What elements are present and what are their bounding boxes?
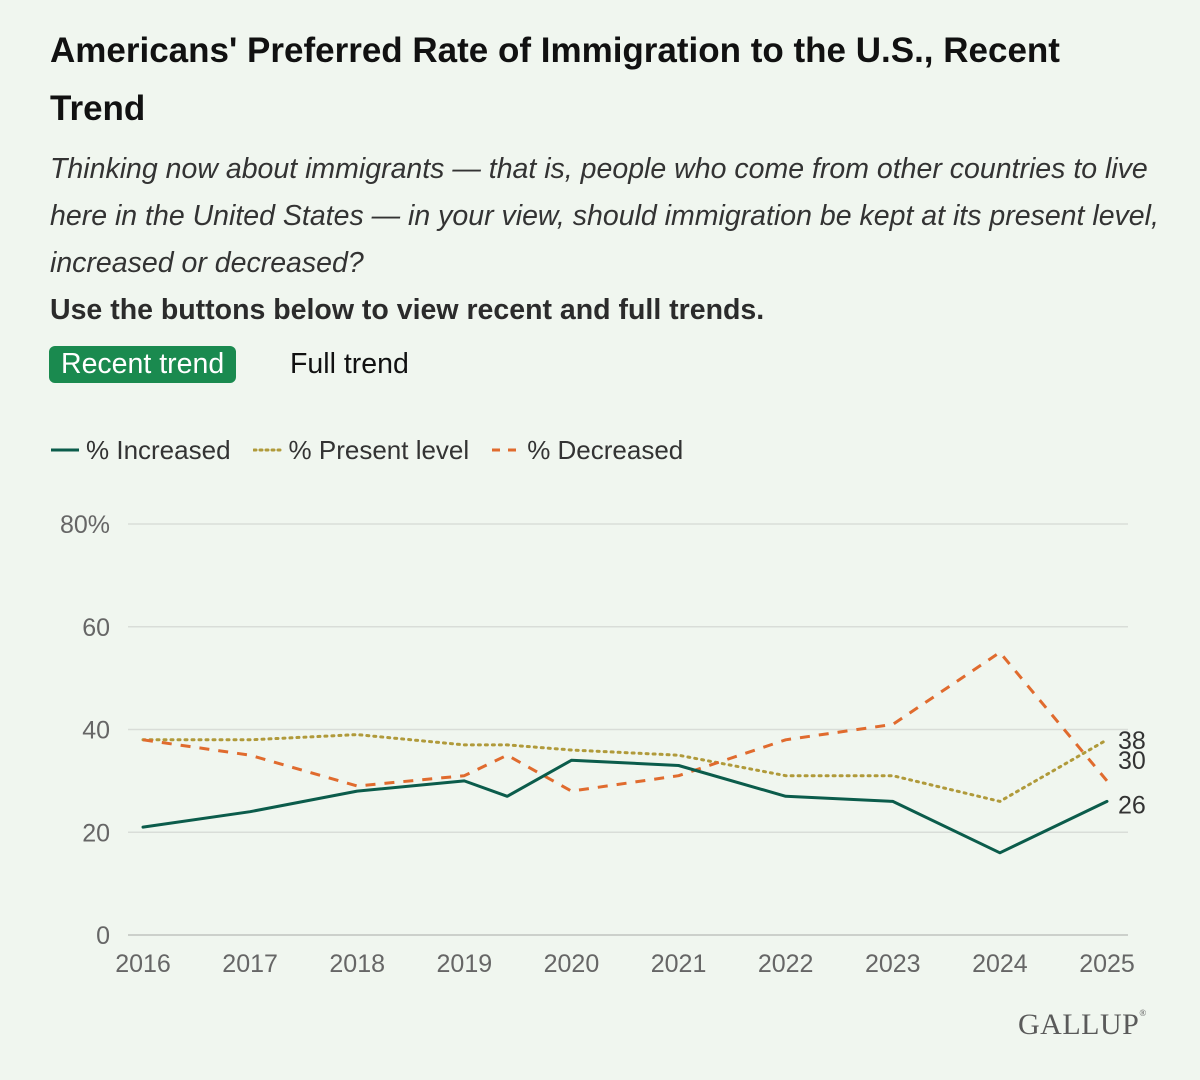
legend-item-decreased: % Decreased — [491, 435, 683, 466]
legend-label-present: % Present level — [288, 434, 470, 465]
series-line-increased — [141, 758, 1109, 855]
legend-item-increased: % Increased — [50, 435, 231, 466]
end-label-decreased: 30 — [1118, 747, 1146, 775]
legend-swatch-decreased — [492, 448, 521, 452]
legend-label-increased: % Increased — [86, 434, 231, 465]
legend-label-decreased: % Decreased — [527, 434, 684, 465]
y-tick-label-40: 40 — [82, 717, 110, 745]
y-tick-label-20: 20 — [82, 819, 110, 847]
y-tick-label-0: 0 — [96, 922, 110, 950]
legend-swatch-present — [252, 448, 283, 452]
x-tick-label-2024: 2024 — [972, 950, 1028, 978]
x-tick-label-2016: 2016 — [115, 950, 171, 978]
y-tick-label-60: 60 — [82, 614, 110, 642]
legend-item-present: % Present level — [252, 434, 470, 466]
series-line-present — [141, 733, 1109, 803]
recent-trend-button[interactable]: Recent trend — [49, 346, 237, 383]
legend-swatch-increased — [51, 448, 79, 452]
question-text: Thinking now about immigrants — that is,… — [50, 153, 1159, 279]
full-trend-button[interactable]: Full trend — [278, 346, 421, 383]
line-chart: 0 20 40 60 80% 2016 2017 2018 2019 2020 2021 2022 20… — [60, 511, 1146, 978]
end-label-increased: 26 — [1118, 791, 1146, 819]
chart-legend: % Increased % Present level % Decreased — [50, 432, 705, 468]
x-tick-label-2017: 2017 — [222, 950, 278, 978]
x-tick-label-2019: 2019 — [437, 950, 493, 978]
x-tick-label-2020: 2020 — [544, 950, 600, 978]
x-tick-label-2025: 2025 — [1079, 950, 1135, 978]
x-tick-label-2023: 2023 — [865, 950, 921, 978]
x-tick-label-2018: 2018 — [329, 950, 385, 978]
x-tick-label-2021: 2021 — [651, 950, 707, 978]
series-line-decreased — [142, 650, 1109, 793]
y-tick-label-80: 80% — [60, 511, 110, 539]
instruction-text: Use the buttons below to view recent and… — [50, 294, 765, 326]
chart-title: Americans' Preferred Rate of Immigration… — [50, 31, 1060, 128]
end-label-present: 38 — [1118, 727, 1146, 755]
x-tick-label-2022: 2022 — [758, 950, 814, 978]
gallup-logo: GALLUP® — [1018, 1008, 1147, 1041]
